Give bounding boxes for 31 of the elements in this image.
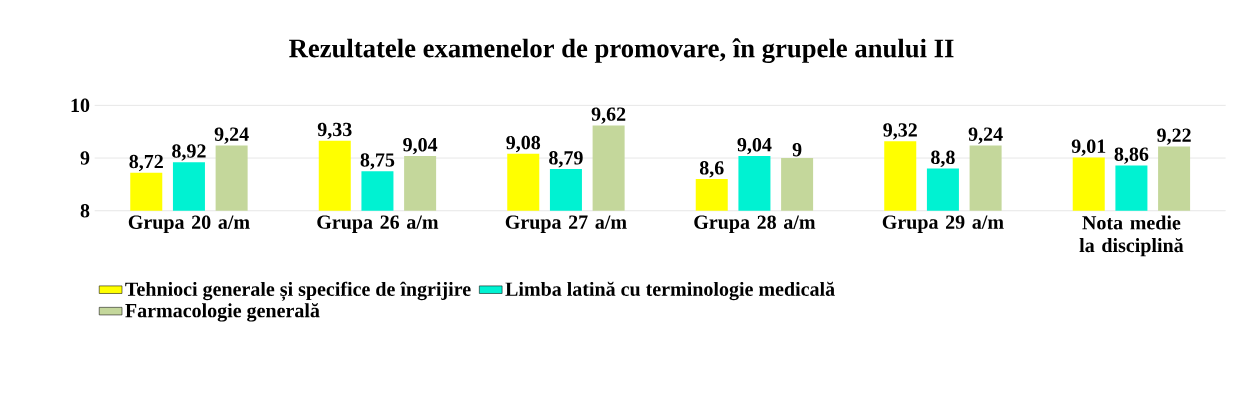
data-label: 9,08 bbox=[506, 135, 541, 153]
data-label: 9,24 bbox=[968, 127, 1003, 144]
chart-title: Rezultatele examenelor de promovare, în grupele anului II bbox=[289, 38, 954, 63]
x-tick-label: Grupa 28 a/m bbox=[694, 215, 816, 233]
y-tick-label: 8 bbox=[80, 203, 90, 218]
legend-label: Tehnioci generale și specifice de îngrijire bbox=[125, 281, 471, 301]
x-tick-label: Nota medie la disciplină bbox=[1079, 215, 1184, 257]
data-label: 9,62 bbox=[591, 107, 626, 124]
y-tick-label: 9 bbox=[80, 151, 90, 165]
data-label: 8,92 bbox=[172, 144, 206, 161]
data-label: 9,04 bbox=[403, 137, 438, 155]
x-tick-label: Grupa 26 a/m bbox=[317, 215, 439, 233]
data-label: 8,86 bbox=[1114, 147, 1149, 164]
data-label: 8,79 bbox=[549, 151, 583, 168]
legend-label: Farmacologie generală bbox=[125, 303, 320, 322]
data-label: 9,01 bbox=[1071, 139, 1106, 156]
data-label: 8,8 bbox=[931, 150, 955, 167]
x-tick-label: Grupa 20 a/m bbox=[128, 215, 250, 233]
data-label: 9,33 bbox=[317, 122, 352, 140]
data-label: 9,24 bbox=[214, 127, 249, 144]
legend-label: Limba latină cu terminologie medicală bbox=[505, 281, 835, 301]
data-label: 8,72 bbox=[129, 154, 163, 172]
data-label: 9 bbox=[792, 142, 802, 157]
data-label: 8,6 bbox=[699, 161, 724, 178]
data-label: 9,32 bbox=[883, 123, 917, 140]
x-tick-label: Grupa 27 a/m bbox=[505, 215, 627, 233]
data-label: 9,04 bbox=[737, 137, 772, 155]
data-label: 9,22 bbox=[1157, 128, 1191, 145]
x-tick-label: Grupa 29 a/m bbox=[882, 215, 1004, 233]
data-label: 8,75 bbox=[360, 153, 395, 170]
y-tick-label: 10 bbox=[71, 98, 90, 113]
